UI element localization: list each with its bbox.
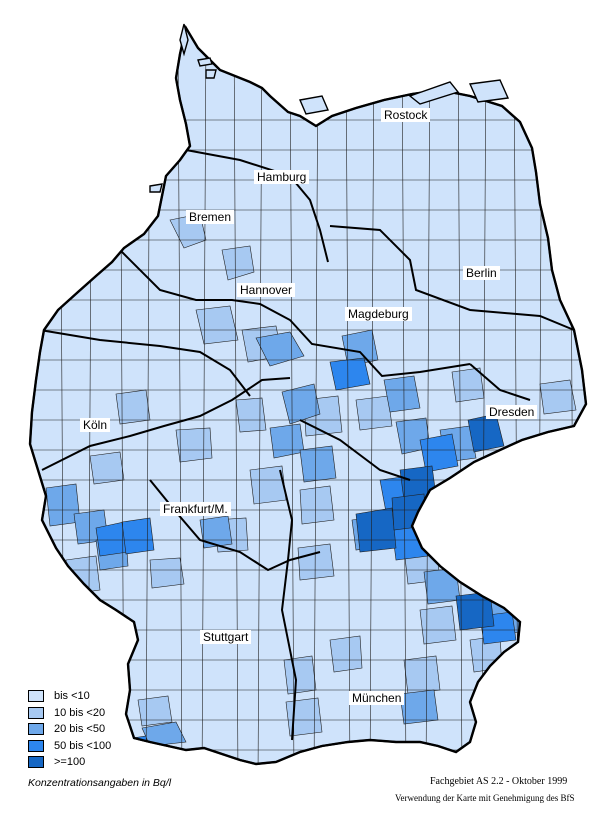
city-label-hannover: Hannover (237, 283, 296, 297)
zone-20-50 (383, 375, 421, 413)
zone-100-plus (455, 591, 495, 631)
legend-swatch (28, 723, 44, 736)
zone-10-20 (137, 695, 173, 727)
zone-20-50 (141, 721, 187, 747)
legend-item: 10 bis <20 (28, 705, 111, 722)
credit-line: Fachgebiet AS 2.2 - Oktober 1999 (430, 776, 568, 787)
zone-10-20 (419, 605, 457, 645)
zone-10-20 (297, 543, 335, 581)
legend-label: 50 bis <100 (54, 739, 112, 752)
zone-10-20 (403, 655, 441, 695)
legend-item: 20 bis <50 (28, 721, 111, 738)
zone-20-50 (423, 567, 461, 605)
zone-20-50 (269, 423, 305, 459)
zone-10-20 (539, 379, 577, 415)
zone-10-20 (175, 427, 213, 463)
state-boundaries (39, 149, 575, 741)
zone-50-100 (121, 517, 155, 555)
legend-label: >=100 (54, 756, 86, 769)
zone-10-20 (195, 305, 239, 345)
zone-100-plus (355, 507, 397, 553)
legend-swatch (28, 739, 44, 752)
zone-50-100 (329, 357, 371, 391)
legend-label: bis <10 (54, 690, 90, 703)
legend-swatch (28, 706, 44, 719)
zone-10-20 (235, 397, 267, 433)
zone-20-50 (299, 445, 337, 483)
legend-item: 50 bis <100 (28, 738, 111, 755)
units-note: Konzentrationsangaben in Bq/l (28, 777, 172, 789)
legend-label: 10 bis <20 (54, 706, 106, 719)
zone-10-20 (115, 389, 151, 425)
zone-10-20 (249, 465, 287, 505)
zone-10-20 (283, 655, 317, 695)
map-legend: bis <10 10 bis <20 20 bis <50 50 bis <10… (28, 688, 111, 771)
country-border (28, 24, 588, 766)
zone-10-20 (285, 697, 323, 737)
city-label-frankfurt: Frankfurt/M. (160, 502, 231, 516)
legend-item: bis <10 (28, 688, 111, 705)
zone-10-20 (299, 485, 335, 525)
zone-10-20 (355, 395, 393, 431)
city-label-stuttgart: Stuttgart (200, 630, 252, 644)
city-label-berlin: Berlin (463, 266, 500, 280)
zone-100-plus (391, 493, 427, 531)
zone-50-100 (119, 735, 151, 761)
city-label-rostock: Rostock (381, 108, 431, 122)
legend-label: 20 bis <50 (54, 723, 106, 736)
permission-note: Verwendung der Karte mit Genehmigung des… (395, 793, 575, 803)
city-label-muenchen: München (349, 691, 405, 705)
zone-10-20 (329, 635, 363, 673)
zone-20-50 (199, 515, 233, 549)
legend-item: >=100 (28, 754, 111, 771)
zone-10-20 (89, 451, 125, 485)
city-label-dresden: Dresden (486, 405, 538, 419)
zone-10-20 (149, 557, 185, 589)
city-label-bremen: Bremen (186, 210, 235, 224)
city-label-magdeburg: Magdeburg (345, 307, 412, 321)
zone-20-50 (281, 383, 321, 425)
city-label-hamburg: Hamburg (254, 170, 310, 184)
zone-50-100 (419, 433, 459, 473)
legend-swatch (28, 756, 44, 769)
legend-swatch (28, 690, 44, 703)
city-label-koeln: Köln (80, 418, 111, 432)
coastal-islands (149, 23, 510, 193)
zone-10-20 (65, 555, 101, 595)
